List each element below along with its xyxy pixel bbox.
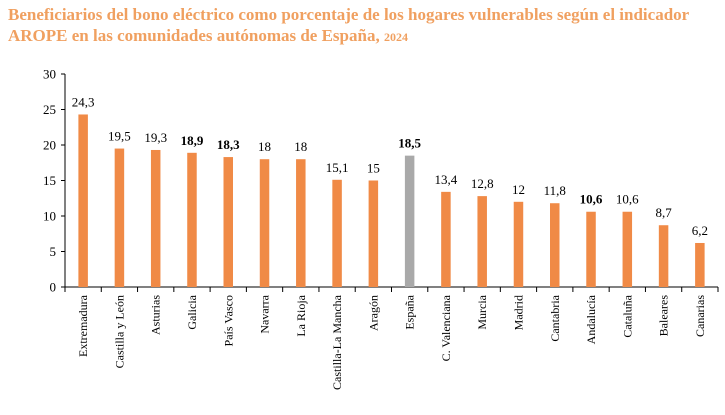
value-label: 24,3 [72, 94, 95, 109]
bar [114, 148, 125, 287]
category-label: Castilla y León [112, 295, 126, 368]
bar [259, 159, 270, 287]
bar [658, 225, 669, 287]
value-label: 18,9 [181, 133, 204, 148]
category-label: Asturias [149, 295, 163, 335]
bar [296, 159, 306, 287]
y-tick-label: 10 [43, 209, 56, 224]
category-label: Aragón [366, 295, 380, 331]
bar [477, 196, 487, 287]
bar [223, 157, 233, 287]
bar [695, 242, 705, 287]
category-label: Galicia [185, 294, 199, 329]
bar [150, 149, 161, 287]
y-tick-label: 20 [43, 138, 56, 153]
category-label: Murcia [475, 294, 489, 329]
bar [513, 201, 524, 287]
value-label: 18 [294, 139, 307, 154]
chart-title-year: 2024 [383, 30, 408, 44]
bars [78, 114, 705, 287]
category-label: España [403, 294, 417, 329]
category-label: La Rioja [294, 294, 308, 336]
value-label: 15 [367, 161, 380, 176]
bar [622, 211, 633, 287]
category-label: Baleares [657, 295, 671, 337]
y-tick-label: 5 [50, 244, 57, 259]
bar [404, 155, 415, 287]
value-label: 10,6 [580, 192, 603, 207]
value-label: 6,2 [692, 223, 708, 238]
category-label: Extremadura [76, 294, 90, 357]
value-label: 13,4 [435, 172, 458, 187]
value-label: 12 [512, 182, 525, 197]
bar [332, 179, 342, 287]
y-tick-label: 30 [43, 67, 56, 82]
bar [187, 152, 197, 287]
value-label: 18,3 [217, 137, 240, 152]
chart-title-main: Beneficiarios del bono eléctrico como po… [8, 5, 689, 45]
value-labels: 24,3 19,5 19,3 18,9 18,3 18 18 15,1 15 18,5 13,4 12… [72, 94, 708, 238]
value-label: 19,3 [144, 130, 167, 145]
category-label: Cataluña [620, 294, 634, 337]
y-axis: 0 5 10 15 20 25 30 [43, 67, 66, 295]
bar [550, 203, 560, 287]
value-label: 8,7 [655, 205, 672, 220]
value-label: 18,5 [398, 136, 421, 151]
y-tick-label: 0 [50, 280, 57, 295]
category-label: Castilla-La Mancha [330, 294, 344, 390]
bar [441, 191, 451, 287]
category-label: C. Valenciana [439, 294, 453, 361]
category-label: Canarias [693, 295, 707, 337]
bar [586, 211, 596, 287]
value-label: 19,5 [108, 129, 131, 144]
x-axis [64, 286, 719, 292]
value-label: 15,1 [326, 160, 349, 175]
category-label: Madrid [511, 295, 525, 330]
y-tick-label: 15 [43, 173, 56, 188]
category-label: Navarra [258, 294, 272, 333]
value-label: 12,8 [471, 176, 494, 191]
bar [368, 180, 379, 287]
bar [78, 114, 88, 287]
category-label: Andalucía [584, 294, 598, 344]
category-label: Cantabria [548, 294, 562, 341]
category-label: País Vasco [221, 295, 235, 346]
category-labels: Extremadura Castilla y León Asturias Galici… [76, 294, 707, 390]
y-tick-label: 25 [43, 102, 56, 117]
value-label: 11,8 [544, 183, 566, 198]
value-label: 10,6 [616, 192, 639, 207]
value-label: 18 [258, 139, 271, 154]
chart-title: Beneficiarios del bono eléctrico como po… [8, 4, 718, 48]
